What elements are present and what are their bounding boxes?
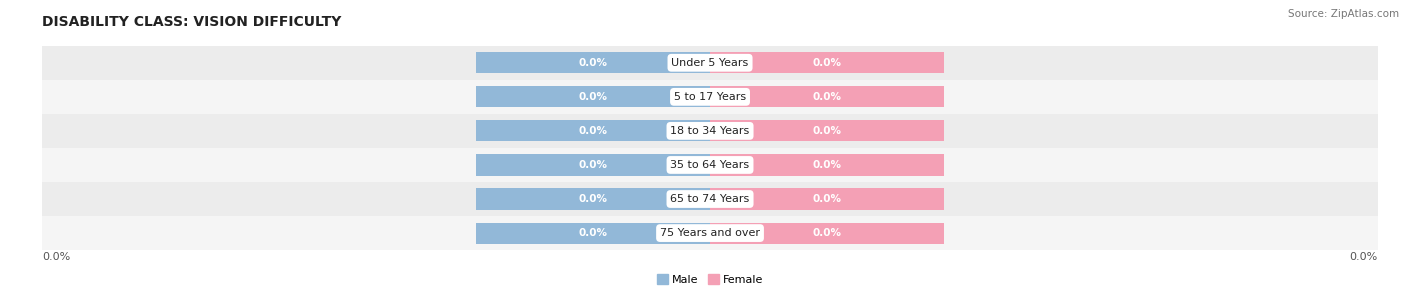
Text: 75 Years and over: 75 Years and over: [659, 228, 761, 238]
Bar: [42, 216, 1378, 250]
Bar: [710, 120, 943, 142]
Text: 0.0%: 0.0%: [813, 126, 841, 136]
Bar: [42, 114, 1378, 148]
Text: 0.0%: 0.0%: [579, 194, 607, 204]
Text: 5 to 17 Years: 5 to 17 Years: [673, 92, 747, 102]
Bar: [710, 52, 943, 73]
Bar: [477, 223, 710, 244]
Text: Under 5 Years: Under 5 Years: [672, 58, 748, 68]
Bar: [42, 182, 1378, 216]
Bar: [710, 223, 943, 244]
Text: 0.0%: 0.0%: [579, 58, 607, 68]
Bar: [477, 52, 710, 73]
Bar: [477, 154, 710, 175]
Text: 0.0%: 0.0%: [813, 92, 841, 102]
Text: 0.0%: 0.0%: [42, 252, 70, 262]
Text: Source: ZipAtlas.com: Source: ZipAtlas.com: [1288, 9, 1399, 19]
Text: 0.0%: 0.0%: [579, 92, 607, 102]
Bar: [477, 86, 710, 107]
Text: 0.0%: 0.0%: [813, 160, 841, 170]
Text: DISABILITY CLASS: VISION DIFFICULTY: DISABILITY CLASS: VISION DIFFICULTY: [42, 15, 342, 29]
Bar: [42, 80, 1378, 114]
Legend: Male, Female: Male, Female: [652, 270, 768, 289]
Text: 35 to 64 Years: 35 to 64 Years: [671, 160, 749, 170]
Text: 0.0%: 0.0%: [579, 160, 607, 170]
Text: 18 to 34 Years: 18 to 34 Years: [671, 126, 749, 136]
Bar: [710, 154, 943, 175]
Text: 0.0%: 0.0%: [579, 126, 607, 136]
Text: 65 to 74 Years: 65 to 74 Years: [671, 194, 749, 204]
Text: 0.0%: 0.0%: [1350, 252, 1378, 262]
Bar: [42, 148, 1378, 182]
Bar: [710, 188, 943, 210]
Bar: [477, 120, 710, 142]
Bar: [710, 86, 943, 107]
Text: 0.0%: 0.0%: [579, 228, 607, 238]
Text: 0.0%: 0.0%: [813, 194, 841, 204]
Bar: [42, 46, 1378, 80]
Text: 0.0%: 0.0%: [813, 58, 841, 68]
Text: 0.0%: 0.0%: [813, 228, 841, 238]
Bar: [477, 188, 710, 210]
